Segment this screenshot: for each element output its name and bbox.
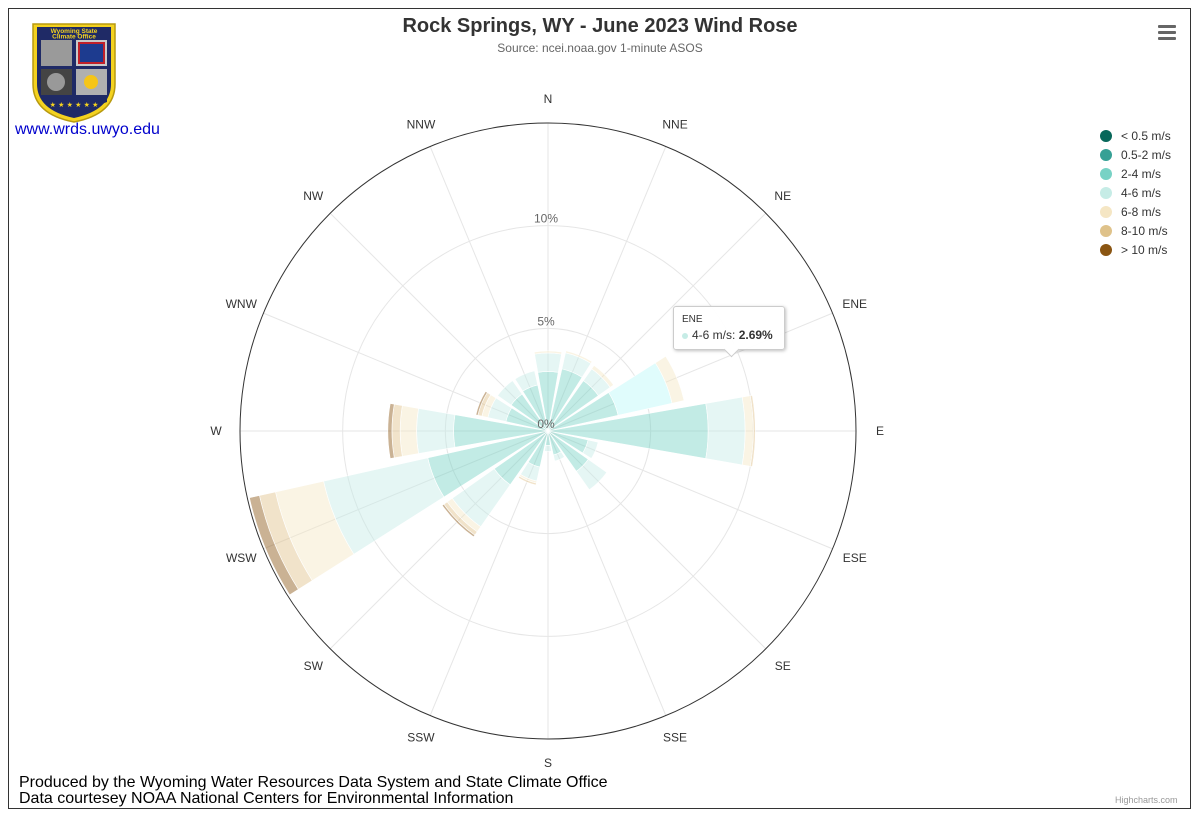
direction-label-nnw: NNW <box>407 117 436 131</box>
bar-wsw-7 <box>249 495 299 596</box>
bar-s-4 <box>544 444 552 452</box>
wind-rose-bars <box>249 350 756 596</box>
bar-nnw-4 <box>514 370 539 392</box>
direction-label-wnw: WNW <box>226 297 258 311</box>
legend-item-6[interactable]: 8-10 m/s <box>1098 221 1171 240</box>
legend-item-4[interactable]: 4-6 m/s <box>1098 183 1171 202</box>
bar-e-4 <box>705 396 746 466</box>
legend-label: 8-10 m/s <box>1121 223 1168 238</box>
direction-label-wsw: WSW <box>226 551 257 565</box>
grid-spoke-nw <box>329 212 549 432</box>
tooltip-direction: ENE <box>682 314 703 325</box>
tooltip-series-name: 4-6 m/s <box>692 328 733 342</box>
bar-wnw-7 <box>475 390 488 416</box>
tooltip: ENE 4-6 m/s: 2.69% <box>673 306 785 358</box>
legend-marker <box>1100 129 1112 142</box>
grid-spoke-ne <box>547 212 767 432</box>
radial-tick-labels: 0% 5% 10% <box>534 212 558 431</box>
svg-text:★ ★ ★ ★ ★ ★: ★ ★ ★ ★ ★ ★ <box>50 101 99 109</box>
legend-label: > 10 m/s <box>1121 242 1168 257</box>
bar-n-4 <box>534 352 562 373</box>
grid-spoke-nnw <box>429 146 549 432</box>
grid-circle-5 <box>444 327 652 535</box>
radial-tick-10: 10% <box>534 212 558 226</box>
grid-spoke-ene <box>547 312 833 432</box>
legend-marker <box>1100 224 1112 237</box>
bar-ene-5 <box>654 355 685 404</box>
wyoming-state-climate-office-logo: ★ ★ ★ ★ ★ ★ Wyoming State Climate Office <box>32 23 116 123</box>
direction-label-se: SE <box>775 659 791 673</box>
grid-spoke-nne <box>547 146 667 432</box>
bar-w-5 <box>399 405 419 457</box>
legend-label: 6-8 m/s <box>1121 204 1162 219</box>
bar-w-4 <box>416 408 456 454</box>
legend-marker <box>1100 186 1112 199</box>
grid-spoke-se <box>547 430 767 650</box>
grid-spoke-sse <box>547 430 667 716</box>
svg-text:Climate Office: Climate Office <box>52 34 96 41</box>
direction-label-ese: ESE <box>843 551 867 565</box>
chart-title: Rock Springs, WY - June 2023 Wind Rose <box>402 15 798 37</box>
bar-se-4 <box>575 458 608 491</box>
legend-marker <box>1100 167 1112 180</box>
highcharts-credits-link[interactable]: Highcharts.com <box>1115 795 1178 805</box>
bar-n-5 <box>533 350 563 355</box>
bar-ne-5 <box>591 365 614 388</box>
bar-nne-5 <box>565 350 593 364</box>
radial-tick-0: 0% <box>537 417 555 431</box>
bar-ssw-6 <box>517 475 537 486</box>
bar-nw-4 <box>497 380 523 406</box>
bar-w-7 <box>387 403 395 459</box>
footer-credit-line-1: Produced by the Wyoming Water Resources … <box>19 774 608 791</box>
chart-frame <box>8 8 1191 809</box>
legend-marker <box>1100 205 1112 218</box>
direction-label-sw: SW <box>304 659 324 673</box>
legend-item-2[interactable]: 0.5-2 m/s <box>1098 145 1171 164</box>
bar-sse-4 <box>553 451 565 462</box>
legend-marker <box>1100 243 1112 256</box>
legend-item-7[interactable]: > 10 m/s <box>1098 240 1171 259</box>
radial-tick-5: 5% <box>537 314 555 328</box>
direction-label-ne: NE <box>774 189 791 203</box>
tooltip-row: 4-6 m/s: 2.69% <box>682 328 776 342</box>
legend-label: < 0.5 m/s <box>1121 128 1171 143</box>
chart-subtitle: Source: ncei.noaa.gov 1-minute ASOS <box>497 41 703 55</box>
direction-label-ssw: SSW <box>407 731 435 745</box>
tooltip-value: 2.69% <box>738 328 773 342</box>
direction-label-ene: ENE <box>842 297 867 311</box>
grid-spoke-wsw <box>263 430 549 550</box>
grid-spoke-wnw <box>263 312 549 432</box>
direction-labels: N NNE NE ENE E ESE SE SSE S SSW SW WSW W WNW NW NNW <box>210 92 884 770</box>
bar-e-6 <box>749 394 756 468</box>
legend-label: 0.5-2 m/s <box>1121 147 1172 162</box>
legend: < 0.5 m/s 0.5-2 m/s 2-4 m/s 4-6 m/s 6-8 m/s 8… <box>1098 126 1171 259</box>
bar-sw-7 <box>441 503 476 538</box>
footer-credit-line-2: Data courtesey NOAA National Centers for… <box>19 790 514 807</box>
outer-axis-circle <box>239 122 857 740</box>
svg-text:Wyoming State: Wyoming State <box>51 28 98 35</box>
hamburger-menu-icon[interactable] <box>1154 22 1180 44</box>
grid-spoke-sw <box>329 430 549 650</box>
direction-label-w: W <box>210 424 222 438</box>
legend-item-5[interactable]: 6-8 m/s <box>1098 202 1171 221</box>
bar-ese-4 <box>582 439 599 459</box>
direction-label-s: S <box>544 756 552 770</box>
direction-label-n: N <box>544 92 553 106</box>
legend-marker <box>1100 148 1112 161</box>
legend-label: 4-6 m/s <box>1121 185 1162 200</box>
wrds-website-link[interactable]: www.wrds.uwyo.edu <box>15 121 160 138</box>
legend-label: 2-4 m/s <box>1121 166 1162 181</box>
direction-label-e: E <box>876 424 884 438</box>
direction-label-nw: NW <box>303 189 324 203</box>
direction-label-sse: SSE <box>663 731 687 745</box>
legend-item-1[interactable]: < 0.5 m/s <box>1098 126 1171 145</box>
direction-label-nne: NNE <box>662 117 687 131</box>
legend-item-3[interactable]: 2-4 m/s <box>1098 164 1171 183</box>
tooltip-series-dot <box>682 332 688 339</box>
